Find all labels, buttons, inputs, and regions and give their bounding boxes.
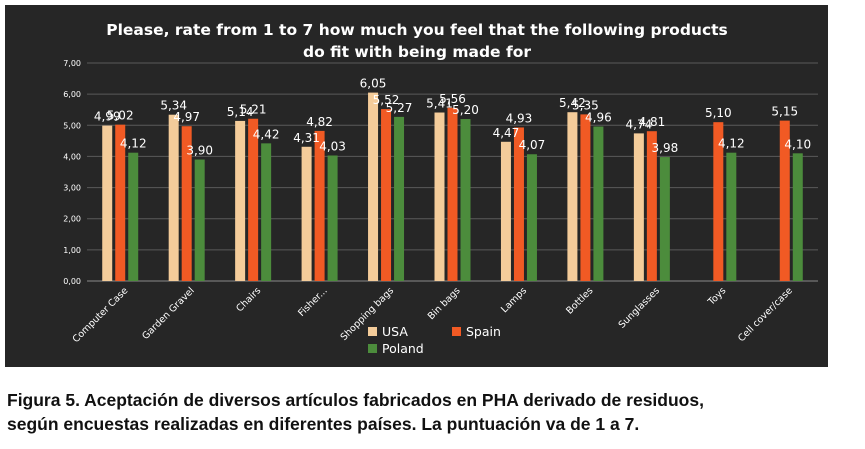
- y-tick-label: 1,00: [63, 246, 81, 255]
- y-tick-label: 4,00: [63, 152, 81, 161]
- bar-spain: [181, 126, 192, 281]
- data-label: 4,10: [784, 137, 811, 151]
- bar-poland: [659, 157, 670, 281]
- bar-spain: [381, 109, 392, 281]
- bar-poland: [261, 143, 272, 281]
- bar-usa: [500, 141, 511, 281]
- x-category-label: Fisher...: [296, 285, 329, 318]
- bar-spain: [115, 124, 126, 281]
- y-tick-label: 0,00: [63, 277, 81, 286]
- legend-swatch-usa: [368, 327, 377, 336]
- y-tick-label: 7,00: [63, 59, 81, 68]
- bar-spain: [779, 120, 790, 281]
- caption-line-2: según encuestas realizadas en diferentes…: [7, 414, 640, 434]
- chart-title-line-2: do fit with being made for: [303, 43, 531, 61]
- data-label: 4,93: [506, 111, 533, 125]
- bar-poland: [128, 152, 139, 281]
- bar-usa: [434, 112, 445, 281]
- x-category-label: Computer Case: [71, 285, 131, 345]
- data-label: 4,42: [253, 127, 280, 141]
- y-tick-label: 3,00: [63, 184, 81, 193]
- data-label: 5,15: [771, 105, 798, 119]
- data-label: 5,56: [439, 92, 466, 106]
- data-label: 5,35: [572, 98, 599, 112]
- data-label: 5,27: [386, 101, 413, 115]
- data-label: 4,96: [585, 111, 612, 125]
- y-tick-label: 6,00: [63, 90, 81, 99]
- data-label: 5,52: [373, 93, 400, 107]
- data-label: 4,97: [173, 110, 200, 124]
- bar-poland: [394, 116, 405, 282]
- bar-chart: Please, rate from 1 to 7 how much you fe…: [63, 21, 818, 356]
- bar-poland: [792, 153, 803, 281]
- bar-usa: [102, 125, 113, 282]
- bar-usa: [168, 114, 179, 281]
- data-label: 5,42: [559, 96, 586, 110]
- bar-spain: [314, 130, 325, 281]
- y-tick-label: 2,00: [63, 215, 81, 224]
- bar-spain: [713, 122, 724, 282]
- chart-panel: Please, rate from 1 to 7 how much you fe…: [5, 5, 828, 367]
- caption-line-1: Figura 5. Aceptación de diversos artícul…: [7, 390, 704, 410]
- bar-poland: [327, 155, 338, 281]
- bar-spain: [646, 131, 657, 281]
- data-label: 4,12: [120, 137, 147, 151]
- data-label: 4,81: [639, 115, 666, 129]
- data-label: 5,34: [160, 99, 187, 113]
- data-label: 3,98: [652, 141, 679, 155]
- data-label: 6,05: [360, 77, 387, 91]
- data-label: 5,21: [240, 103, 267, 117]
- data-label: 4,47: [493, 126, 520, 140]
- bar-poland: [593, 126, 604, 281]
- x-category-label: Garden Gravel: [140, 285, 197, 342]
- bar-poland: [460, 119, 471, 281]
- bar-spain: [580, 114, 591, 281]
- bar-poland: [526, 154, 537, 281]
- bar-usa: [301, 146, 312, 281]
- x-category-label: Toys: [705, 285, 728, 308]
- bar-poland: [726, 152, 737, 281]
- x-category-label: Lamps: [499, 285, 529, 315]
- data-label: 4,12: [718, 137, 745, 151]
- legend-swatch-spain: [452, 327, 461, 336]
- figure-caption: Figura 5. Aceptación de diversos artícul…: [7, 388, 855, 436]
- data-label: 5,20: [452, 103, 479, 117]
- bar-spain: [513, 127, 524, 281]
- bar-poland: [194, 159, 205, 281]
- legend-label-poland: Poland: [382, 341, 424, 356]
- bar-spain: [447, 107, 458, 282]
- data-label: 5,10: [705, 106, 732, 120]
- y-tick-label: 5,00: [63, 121, 81, 130]
- data-label: 5,14: [227, 105, 254, 119]
- x-category-label: Bin bags: [426, 285, 463, 322]
- x-category-label: Chairs: [234, 285, 263, 314]
- legend-swatch-poland: [368, 344, 377, 353]
- data-label: 4,74: [626, 117, 653, 131]
- data-label: 4,03: [319, 139, 346, 153]
- bar-usa: [567, 112, 578, 281]
- data-label: 4,82: [306, 115, 333, 129]
- bar-usa: [235, 120, 246, 281]
- data-label: 4,31: [293, 131, 320, 145]
- bar-spain: [248, 118, 259, 281]
- legend-label-spain: Spain: [466, 324, 501, 339]
- bar-usa: [633, 133, 644, 281]
- data-label: 4,07: [519, 138, 546, 152]
- chart-title-line-1: Please, rate from 1 to 7 how much you fe…: [106, 21, 728, 39]
- data-label: 5,02: [107, 109, 134, 123]
- x-category-label: Sunglasses: [617, 285, 662, 330]
- data-label: 4,99: [94, 110, 121, 124]
- x-category-label: Cell cover/case: [736, 285, 795, 344]
- data-label: 3,90: [186, 144, 213, 158]
- data-label: 5,41: [426, 97, 453, 111]
- bar-usa: [368, 92, 379, 281]
- x-category-label: Bottles: [564, 285, 595, 316]
- legend-label-usa: USA: [382, 324, 408, 339]
